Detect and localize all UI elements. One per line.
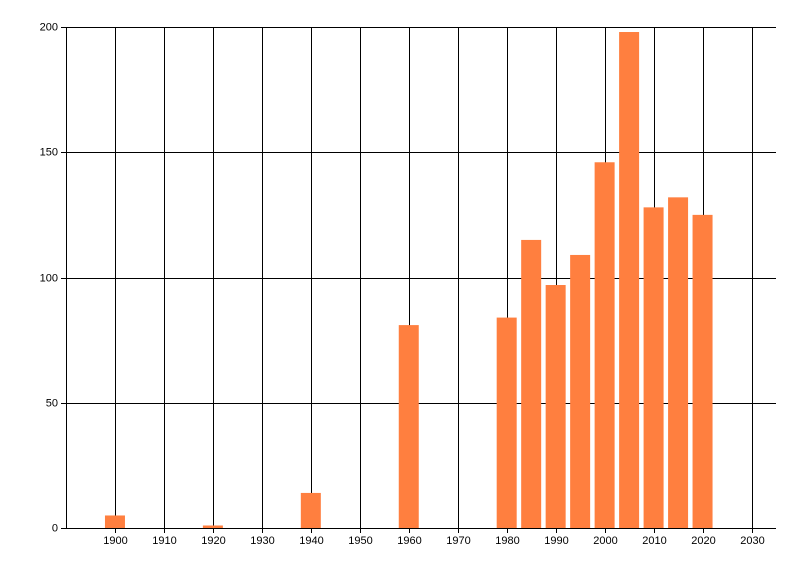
bar <box>594 162 615 528</box>
y-tick-label: 50 <box>46 397 58 409</box>
x-tick-label: 1950 <box>348 535 372 547</box>
bar <box>104 515 125 528</box>
x-tick-label: 1920 <box>201 535 225 547</box>
x-tick-label: 1930 <box>250 535 274 547</box>
x-tick-label: 1970 <box>446 535 470 547</box>
x-tick-label: 2010 <box>642 535 666 547</box>
bar <box>619 32 640 528</box>
x-tick-label: 1990 <box>544 535 568 547</box>
x-tick-label: 1910 <box>152 535 176 547</box>
x-tick-label: 2020 <box>691 535 715 547</box>
bar <box>300 492 321 528</box>
bar <box>692 214 713 528</box>
x-tick-label: 2030 <box>740 535 764 547</box>
y-tick-label: 100 <box>40 272 58 284</box>
x-tick-label: 1960 <box>397 535 421 547</box>
x-tick-label: 1900 <box>103 535 127 547</box>
bar <box>202 525 223 528</box>
bar <box>545 285 566 528</box>
bar <box>668 197 689 528</box>
x-tick-label: 2000 <box>593 535 617 547</box>
y-tick-label: 0 <box>52 522 58 534</box>
bar <box>643 207 664 529</box>
bar <box>496 317 517 528</box>
bar <box>570 254 591 528</box>
x-tick-label: 1980 <box>495 535 519 547</box>
bar <box>398 325 419 528</box>
y-tick-label: 200 <box>40 21 58 33</box>
y-tick-label: 150 <box>40 146 58 158</box>
x-tick-label: 1940 <box>299 535 323 547</box>
bar <box>521 239 542 529</box>
